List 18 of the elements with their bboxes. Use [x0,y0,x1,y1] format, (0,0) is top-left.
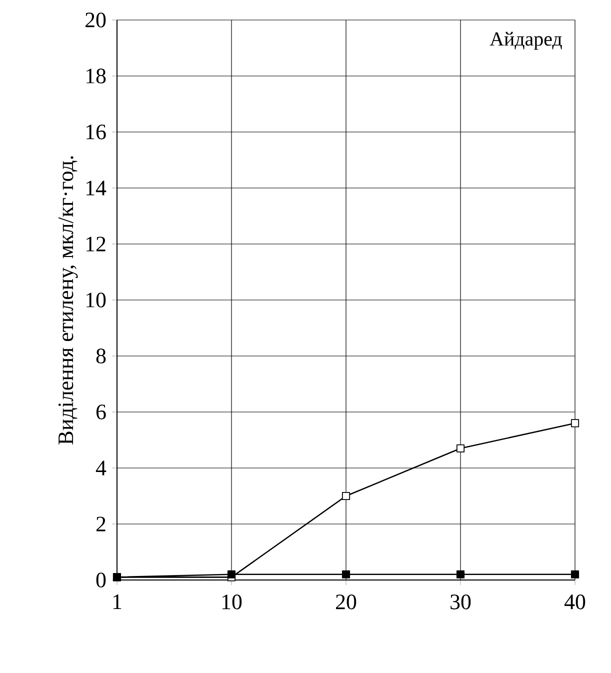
y-axis-title: Виділення етилену, мкл/кг·год. [58,156,78,445]
annotation: Айдаред [490,32,562,50]
y-tick-label: 16 [86,124,106,140]
x-tick-label: 30 [450,594,471,610]
y-tick-label: 10 [86,292,106,308]
y-tick-label: 12 [86,236,106,252]
x-tick-label: 1 [113,594,122,609]
y-tick-label: 0 [96,572,106,588]
y-tick-label: 14 [86,180,106,196]
x-tick-label: 10 [222,594,242,610]
y-tick-label: 4 [96,460,106,476]
y-tick-label: 20 [86,12,106,28]
y-tick-label: 2 [96,516,106,532]
y-tick-label: 8 [96,348,106,364]
y-tick-label: 18 [86,68,106,84]
x-tick-label: 20 [336,594,356,610]
x-tick-label: 40 [564,594,586,610]
y-tick-label: 6 [96,404,106,420]
